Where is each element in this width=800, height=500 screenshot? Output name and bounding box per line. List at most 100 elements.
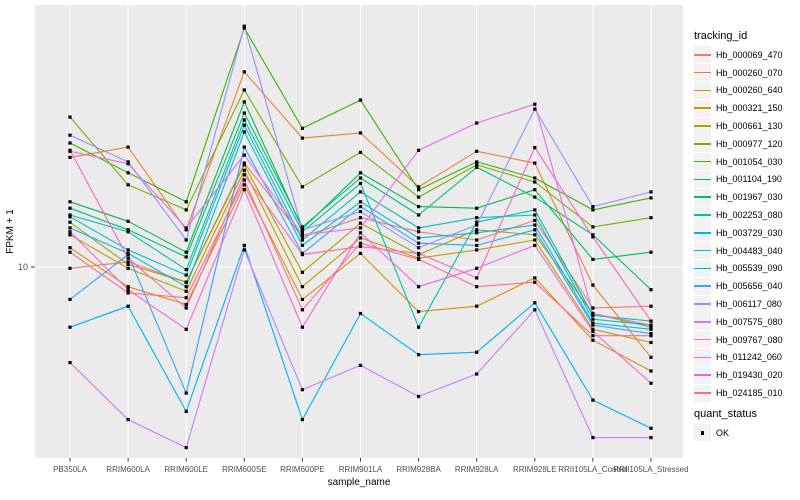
data-point [649, 216, 653, 220]
legend-label: Hb_003729_030 [716, 227, 783, 238]
data-point [126, 228, 130, 232]
data-point [126, 288, 130, 292]
data-point [417, 188, 421, 192]
data-point [591, 257, 595, 261]
data-point [417, 185, 421, 189]
legend-key-swatch [694, 331, 711, 349]
legend-label: Hb_000661_130 [716, 121, 783, 132]
data-point [184, 302, 188, 307]
legend-item-Hb_011242_060: Hb_011242_060 [694, 348, 800, 367]
legend-key-swatch [694, 366, 711, 384]
data-point [242, 24, 246, 28]
data-point [242, 161, 246, 165]
data-point [591, 306, 595, 310]
y-axis-title: FPKM + 1 [5, 209, 16, 254]
legend-item-Hb_019430_020: Hb_019430_020 [694, 366, 800, 384]
data-point [533, 146, 537, 150]
data-point [417, 285, 421, 289]
legend-line-icon [694, 356, 711, 359]
data-point [300, 285, 304, 289]
legend-line-icon [694, 285, 711, 288]
data-point [184, 289, 188, 293]
data-point [358, 98, 363, 102]
data-point [533, 161, 537, 165]
data-point [649, 340, 653, 345]
legend-title-quant-status: quant_status [694, 407, 757, 420]
data-point [242, 163, 246, 167]
data-point [475, 223, 479, 227]
data-point [649, 355, 653, 359]
data-point [533, 280, 537, 284]
data-point [242, 248, 246, 252]
legend-item-Hb_000260_070: Hb_000260_070 [694, 64, 800, 82]
data-point [300, 228, 304, 232]
x-tick-label: RRIM600PE [280, 465, 324, 474]
x-tick-label: RRIM901LA [339, 465, 383, 474]
legend-title-tracking-id: tracking_id [694, 30, 748, 42]
data-point [242, 183, 246, 187]
data-point [533, 176, 537, 180]
data-point [533, 276, 537, 280]
legend-label: Hb_004483_040 [716, 245, 783, 256]
data-point [184, 226, 188, 230]
data-point [649, 325, 653, 329]
legend-label: Hb_000069_470 [716, 49, 783, 60]
legend-line-icon [694, 178, 711, 181]
data-point [649, 426, 653, 430]
legend-item-Hb_000661_130: Hb_000661_130 [694, 117, 800, 135]
data-point [358, 226, 363, 230]
data-point [358, 176, 363, 180]
data-point [533, 308, 537, 312]
data-point [591, 327, 595, 331]
data-point [126, 253, 130, 257]
data-point [300, 243, 304, 247]
data-point [649, 190, 653, 194]
data-point [649, 334, 653, 338]
x-tick-label: RRII105LA_Control [558, 465, 628, 474]
data-point [533, 218, 537, 222]
data-point [417, 213, 421, 217]
data-point [475, 350, 479, 354]
data-point [417, 251, 421, 255]
data-point [68, 250, 72, 254]
data-point [533, 228, 537, 232]
legend-line-icon [694, 338, 711, 341]
data-point [184, 306, 188, 310]
legend-line-icon [694, 196, 711, 199]
data-point [358, 131, 363, 135]
data-point [300, 235, 304, 239]
data-point [242, 26, 246, 30]
legend-label: Hb_006117_080 [716, 299, 782, 310]
data-point [300, 297, 304, 301]
legend-label-ok: OK [716, 427, 730, 438]
data-point [184, 238, 188, 242]
legend-label: Hb_001967_030 [716, 192, 783, 203]
legend-key-swatch [694, 313, 711, 331]
legend-label: Hb_009767_080 [716, 334, 783, 345]
data-point [68, 213, 72, 217]
square-point-icon [700, 431, 705, 435]
data-point [417, 230, 421, 234]
data-point [417, 246, 421, 250]
legend-line-icon [694, 303, 711, 305]
legend-key-swatch [694, 206, 711, 224]
legend-label: Hb_024185_010 [716, 388, 783, 399]
data-point [184, 228, 188, 232]
legend-line-icon [694, 214, 711, 216]
data-point [358, 231, 363, 235]
data-point [68, 220, 72, 224]
data-point [300, 230, 304, 234]
data-point [126, 183, 130, 187]
data-point [68, 206, 72, 210]
data-point [184, 296, 188, 300]
legend-label: Hb_005656_040 [716, 281, 783, 292]
data-point [126, 171, 130, 175]
data-point [184, 273, 188, 277]
data-point [126, 285, 130, 289]
data-point [649, 196, 653, 200]
x-tick-label: RRIM600SE [222, 465, 266, 474]
legend-line-icon [694, 320, 711, 323]
legend-key-swatch [694, 46, 711, 64]
data-point [358, 190, 363, 194]
legend-line-icon [694, 142, 711, 145]
